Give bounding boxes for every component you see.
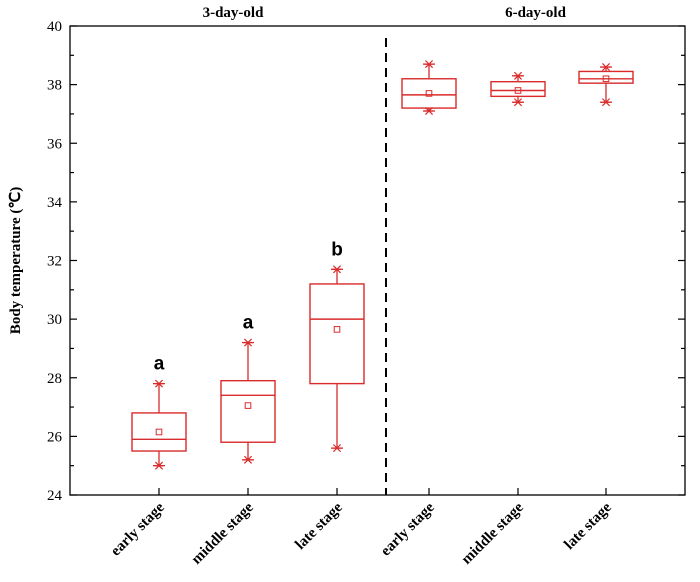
y-axis-title: Body temperature (℃) bbox=[8, 187, 24, 334]
y-tick-label: 30 bbox=[47, 312, 62, 328]
y-tick-label: 34 bbox=[47, 195, 63, 211]
y-tick-label: 40 bbox=[47, 19, 62, 35]
mean-marker bbox=[514, 87, 522, 94]
box bbox=[131, 412, 187, 452]
group-title: 6-day-old bbox=[505, 5, 567, 21]
mean-marker bbox=[244, 402, 252, 409]
mean-marker bbox=[425, 90, 433, 97]
x-tick-label: early stage bbox=[378, 499, 438, 559]
box bbox=[578, 70, 634, 84]
mean-marker bbox=[333, 326, 341, 333]
box bbox=[490, 80, 546, 98]
x-tick-label: early stage bbox=[108, 499, 168, 559]
y-tick-label: 32 bbox=[47, 254, 62, 270]
min-marker bbox=[601, 98, 611, 107]
max-marker bbox=[601, 63, 611, 72]
significance-letter: a bbox=[154, 354, 165, 375]
y-tick-label: 28 bbox=[47, 371, 62, 387]
significance-letter: a bbox=[243, 313, 254, 334]
significance-letter: b bbox=[331, 239, 343, 260]
min-marker bbox=[332, 444, 342, 453]
mean-marker bbox=[602, 75, 610, 83]
x-tick-label: late stage bbox=[292, 499, 346, 553]
min-marker bbox=[154, 461, 164, 470]
x-tick-label: late stage bbox=[561, 499, 615, 553]
box bbox=[220, 379, 276, 443]
y-tick-label: 24 bbox=[47, 488, 63, 504]
box bbox=[309, 283, 365, 385]
group-title: 3-day-old bbox=[203, 5, 265, 21]
max-marker bbox=[154, 379, 164, 388]
max-marker bbox=[243, 338, 253, 347]
plot-frame bbox=[69, 25, 686, 496]
min-marker bbox=[243, 455, 253, 464]
max-marker bbox=[332, 265, 342, 274]
x-tick-label: middle stage bbox=[189, 499, 257, 567]
x-tick-label: middle stage bbox=[459, 499, 527, 567]
max-marker bbox=[424, 60, 434, 69]
mean-marker bbox=[155, 428, 163, 436]
min-marker bbox=[513, 98, 523, 107]
box bbox=[401, 78, 457, 109]
y-tick-label: 36 bbox=[47, 136, 63, 152]
y-tick-label: 26 bbox=[47, 429, 63, 445]
max-marker bbox=[513, 71, 523, 80]
y-tick-label: 38 bbox=[47, 78, 62, 94]
